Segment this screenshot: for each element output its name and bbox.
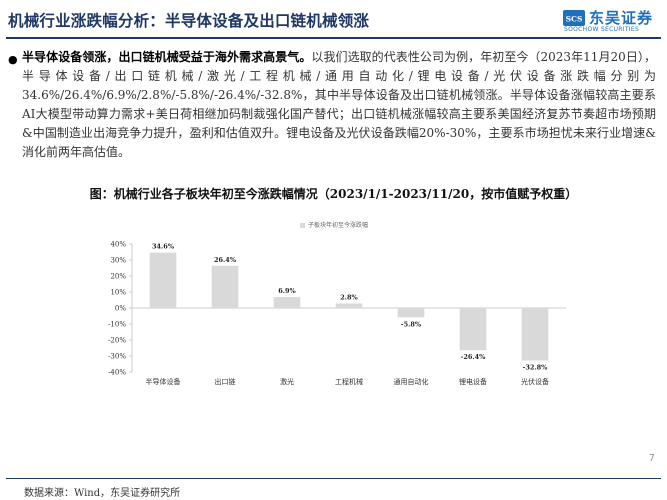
bullet-icon: ● — [8, 53, 18, 66]
y-tick-label: 30% — [110, 257, 126, 265]
category-label: 出口链 — [215, 377, 236, 386]
bar — [273, 296, 301, 308]
body-paragraph: 半导体设备领涨，出口链机械受益于海外需求高景气。以我们选取的代表性公司为例，年初… — [22, 48, 656, 162]
category-label: 光伏设备 — [521, 377, 549, 386]
bar — [521, 308, 549, 361]
title-divider — [6, 37, 661, 39]
bar — [397, 308, 425, 318]
data-source: 数据来源：Wind，东吴证券研究所 — [24, 488, 181, 499]
page-title: 机械行业涨跌幅分析：半导体设备及出口链机械领涨 — [8, 12, 370, 30]
y-tick-label: -30% — [108, 353, 126, 361]
bar — [459, 308, 487, 351]
data-label: 26.4% — [214, 256, 237, 264]
y-tick-label: -10% — [108, 321, 126, 329]
y-tick-label: -40% — [108, 369, 126, 377]
category-label: 工程机械 — [335, 377, 363, 386]
category-label: 通用自动化 — [394, 377, 429, 386]
y-tick-label: 0% — [115, 305, 126, 313]
logo-brand-text: 东吴证券 — [589, 9, 654, 27]
footer-divider — [6, 478, 661, 479]
logo-mark-icon: SCS — [563, 10, 585, 26]
y-tick-label: 20% — [110, 273, 126, 281]
legend-swatch — [300, 223, 305, 228]
data-label: 34.6% — [152, 243, 175, 251]
chart-title: 图：机械行业各子板块年初至今涨跌幅情况（2023/1/1-2023/11/20，… — [89, 187, 578, 201]
data-label: -5.8% — [401, 320, 422, 328]
data-label: 2.8% — [340, 294, 358, 302]
chart-legend: 子板块年初至今涨跌幅 — [300, 220, 368, 229]
page-number: 7 — [648, 453, 655, 464]
legend-label: 子板块年初至今涨跌幅 — [308, 222, 369, 229]
logo-subtitle: SOOCHOW SECURITIES — [564, 26, 640, 33]
svg-text:SCS: SCS — [566, 15, 583, 24]
data-label: -26.4% — [461, 353, 487, 361]
y-tick-label: 40% — [110, 241, 126, 249]
data-label: 6.9% — [278, 287, 296, 295]
lead-sentence: 半导体设备领涨，出口链机械受益于海外需求高景气。 — [22, 50, 312, 64]
category-label: 锂电设备 — [459, 377, 487, 386]
y-tick-label: 10% — [110, 289, 126, 297]
y-tick-label: -20% — [108, 337, 126, 345]
data-label: -32.8% — [523, 363, 549, 371]
bar — [211, 265, 239, 308]
category-label: 半导体设备 — [146, 377, 181, 386]
bar — [335, 303, 363, 308]
company-logo: SCS 东吴证券 SOOCHOW SECURITIES — [563, 6, 657, 36]
body-text: 以我们选取的代表性公司为例，年初至今（2023年11月20日），半导体设备/出口… — [22, 50, 656, 159]
bar — [149, 252, 177, 308]
category-label: 激光 — [280, 377, 294, 386]
